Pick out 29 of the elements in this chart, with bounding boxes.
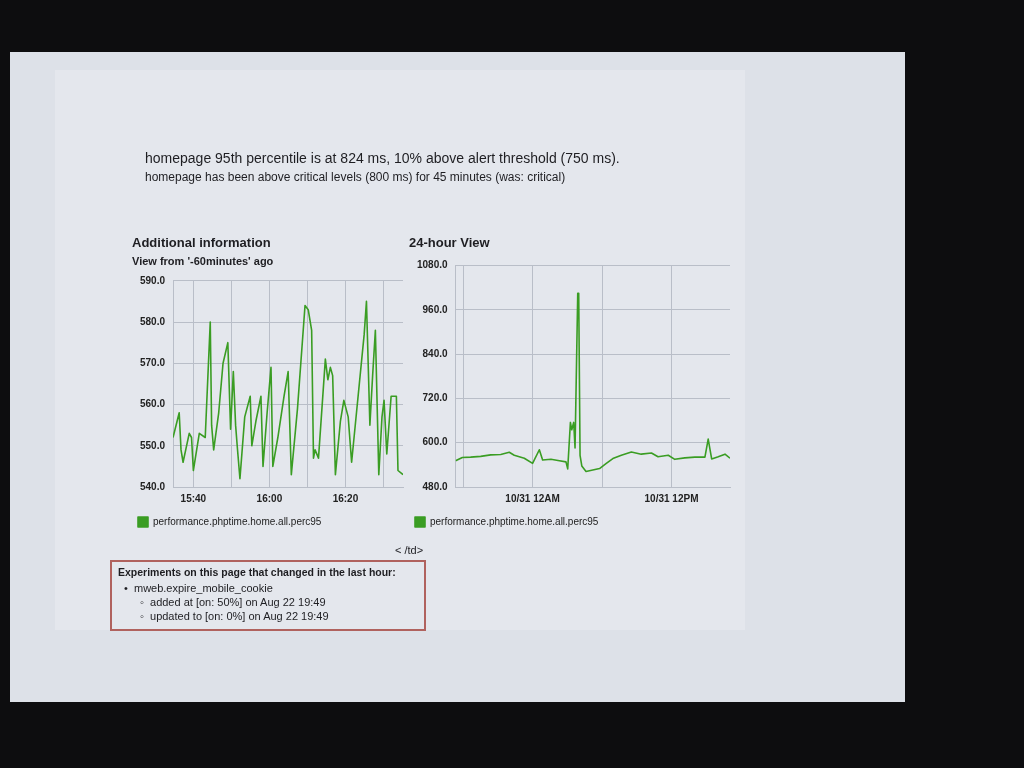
text: homepage has been above critical levels (800 ms) for 45 minutes (was: critical): [145, 170, 566, 184]
x-tick-label: 16:00: [256, 492, 283, 504]
y-tick-label: 550.0: [139, 439, 166, 451]
x-tick-label: 15:40: [180, 492, 207, 504]
x-tick-label: 10/31 12AM: [505, 492, 560, 504]
y-tick-label: 960.0: [422, 303, 449, 315]
text: < /td>: [395, 544, 424, 556]
chart-title: 24-hour View: [409, 235, 491, 251]
y-tick-label: 570.0: [139, 357, 166, 369]
y-tick-label: 580.0: [139, 315, 166, 327]
legend-label: performance.phptime.home.all.perc95: [430, 515, 599, 527]
text: ◦ added at [on: 50%] on Aug 22 19:49: [139, 595, 327, 609]
y-tick-label: 560.0: [139, 398, 166, 410]
text: ◦ updated to [on: 0%] on Aug 22 19:49: [139, 609, 330, 623]
x-tick-label: 16:20: [332, 492, 359, 504]
y-tick-label: 840.0: [422, 347, 449, 359]
y-tick-label: 480.0: [422, 480, 449, 492]
y-tick-label: 600.0: [422, 436, 449, 448]
y-tick-label: 540.0: [139, 480, 166, 492]
text: • mweb.expire_mobile_cookie: [123, 581, 274, 595]
x-tick-label: 10/31 12PM: [644, 492, 699, 504]
text: homepage 95th percentile is at 824 ms, 10% above alert threshold (750 ms).: [145, 150, 620, 166]
chart-title: Additional information: [132, 235, 271, 251]
y-tick-label: 720.0: [422, 392, 449, 404]
y-tick-label: 1080.0: [416, 259, 449, 271]
text: Experiments on this page that changed in the last hour:: [118, 566, 397, 578]
chart-subtitle: View from '-60minutes' ago: [132, 255, 274, 268]
legend-label: performance.phptime.home.all.perc95: [153, 515, 322, 527]
y-tick-label: 590.0: [139, 274, 166, 286]
